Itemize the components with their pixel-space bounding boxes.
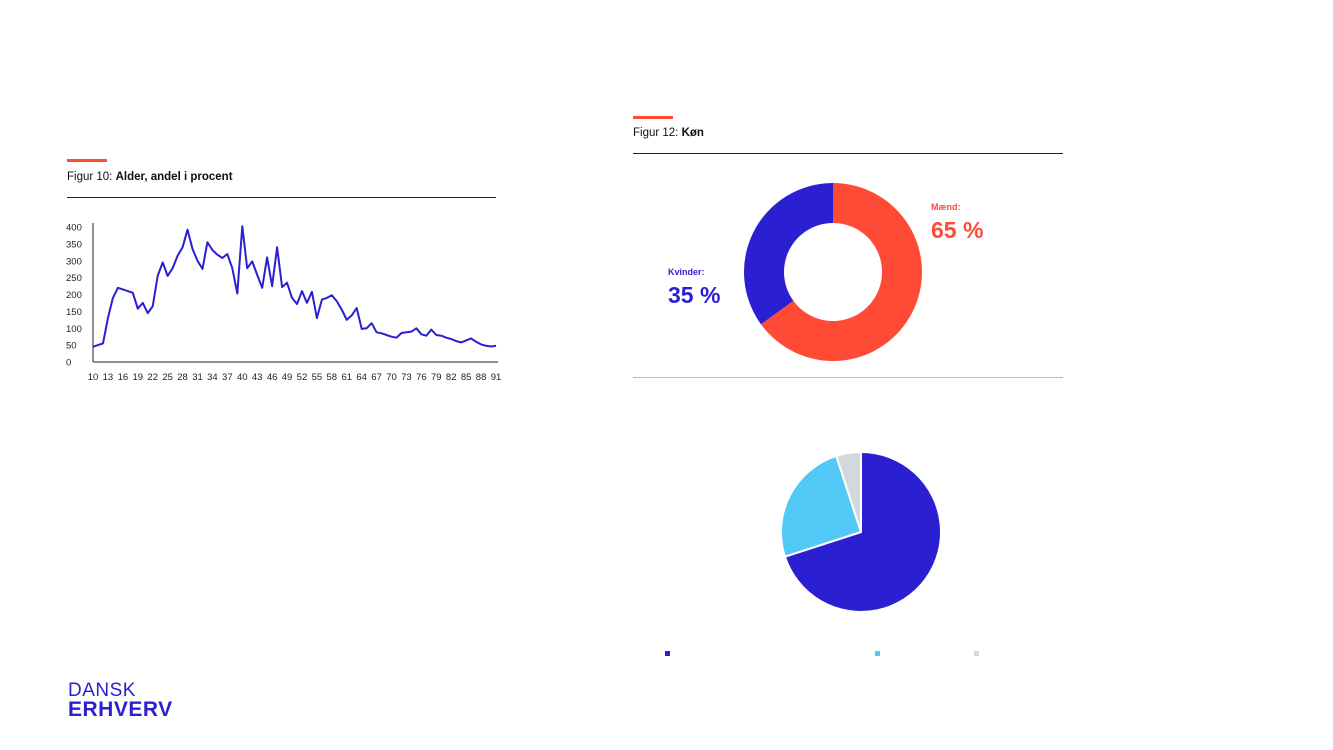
donut-slice-maend xyxy=(760,183,922,361)
age-line-chart: 400 350 300 250 200 150 100 50 0 10 13 16 19 22 25 28 31… xyxy=(66,223,502,384)
legend-marker-grey xyxy=(974,651,979,656)
x-tick-label: 82 xyxy=(446,372,457,383)
fig12-title: Figur 12: Køn xyxy=(633,127,704,139)
x-tick-label: 10 xyxy=(88,372,99,383)
pie-slice-grey xyxy=(835,451,862,533)
pie-slice-lightblue xyxy=(780,454,862,558)
x-tick-label: 64 xyxy=(356,372,367,383)
y-tick-label: 350 xyxy=(66,239,82,250)
x-tick-label: 91 xyxy=(491,372,502,383)
gender-donut-chart: Mænd: 65 % Kvinder: 35 % xyxy=(668,183,983,361)
legend-marker-lightblue xyxy=(875,651,880,656)
x-tick-label: 55 xyxy=(312,372,323,383)
age-series-line xyxy=(92,225,497,348)
x-tick-label: 79 xyxy=(431,372,442,383)
x-tick-label: 13 xyxy=(103,372,114,383)
dansk-erhverv-logo: DANSK ERHVERV xyxy=(68,680,173,721)
fig10-title-prefix: Figur 10: xyxy=(67,171,116,183)
x-tick-label: 40 xyxy=(237,372,248,383)
y-tick-label: 400 xyxy=(66,223,82,234)
fig10-title: Figur 10: Alder, andel i procent xyxy=(67,171,233,183)
y-tick-label: 50 xyxy=(66,341,77,352)
x-tick-label: 25 xyxy=(162,372,173,383)
x-tick-label: 16 xyxy=(118,372,129,383)
distribution-pie-chart xyxy=(780,451,942,613)
x-tick-label: 85 xyxy=(461,372,472,383)
fig10-title-text: Alder, andel i procent xyxy=(115,171,233,183)
fig12-title-prefix: Figur 12: xyxy=(633,127,682,139)
maend-label: Mænd: xyxy=(931,202,961,212)
y-tick-label: 200 xyxy=(66,290,82,301)
kvinder-label: Kvinder: xyxy=(668,267,705,277)
x-tick-label: 43 xyxy=(252,372,263,383)
x-tick-label: 37 xyxy=(222,372,233,383)
x-tick-label: 49 xyxy=(282,372,293,383)
logo-line2: ERHVERV xyxy=(68,698,173,721)
y-tick-label: 150 xyxy=(66,307,82,318)
y-tick-label: 250 xyxy=(66,273,82,284)
x-tick-label: 58 xyxy=(327,372,338,383)
y-tick-label: 100 xyxy=(66,324,82,335)
x-tick-label: 46 xyxy=(267,372,278,383)
logo-line1: DANSK xyxy=(68,680,136,701)
maend-value: 65 % xyxy=(931,217,983,243)
x-tick-label: 34 xyxy=(207,372,218,383)
kvinder-value: 35 % xyxy=(668,282,720,308)
x-tick-label: 31 xyxy=(192,372,203,383)
x-tick-label: 76 xyxy=(416,372,427,383)
x-tick-label: 22 xyxy=(147,372,158,383)
x-tick-label: 52 xyxy=(297,372,308,383)
fig12-title-text: Køn xyxy=(681,127,704,139)
x-tick-label: 19 xyxy=(132,372,143,383)
fig10-divider xyxy=(67,197,496,198)
x-tick-label: 28 xyxy=(177,372,188,383)
fig12-bottom-divider xyxy=(633,377,1063,378)
x-tick-label: 73 xyxy=(401,372,412,383)
donut-slice-kvinder xyxy=(744,183,833,325)
x-tick-label: 67 xyxy=(371,372,382,383)
fig12-accent-bar xyxy=(633,116,673,119)
x-tick-label: 88 xyxy=(476,372,487,383)
pie-slice-blue xyxy=(783,451,942,613)
y-tick-label: 300 xyxy=(66,256,82,267)
x-tick-label: 61 xyxy=(341,372,352,383)
y-tick-label: 0 xyxy=(66,358,71,369)
x-tick-label: 70 xyxy=(386,372,397,383)
fig10-accent-bar xyxy=(67,159,107,162)
legend-marker-blue xyxy=(665,651,670,656)
fig12-divider xyxy=(633,153,1063,154)
